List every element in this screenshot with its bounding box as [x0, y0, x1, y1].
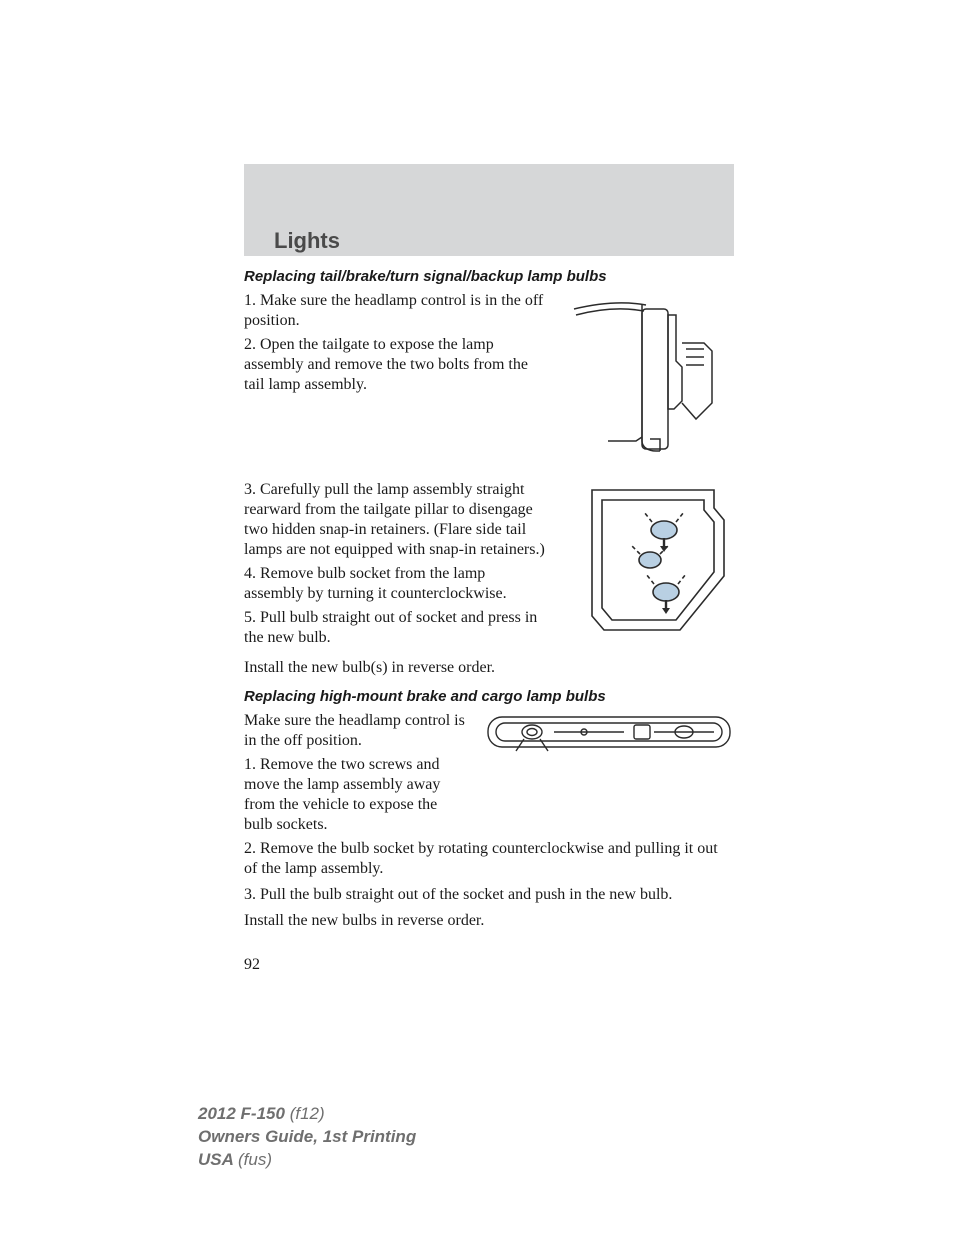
step-2: 2. Open the tailgate to expose the lamp … [244, 335, 546, 395]
footer-line-2: Owners Guide, 1st Printing [198, 1126, 416, 1149]
hm-step-2: 2. Remove the bulb socket by rotating co… [244, 839, 734, 879]
footer-code-2: (fus) [238, 1150, 272, 1169]
section-title: Lights [274, 228, 340, 254]
step-1: 1. Make sure the headlamp control is in … [244, 291, 546, 331]
subheading-replacing-high-mount: Replacing high-mount brake and cargo lam… [244, 688, 734, 705]
figure-tailgate-pillar [564, 291, 734, 466]
footer-code-1: (f12) [290, 1104, 325, 1123]
step-4: 4. Remove bulb socket from the lamp asse… [244, 564, 546, 604]
hm-intro: Make sure the headlamp control is in the… [244, 711, 466, 751]
manual-page: Lights Replacing tail/brake/turn signal/… [0, 0, 954, 1235]
footer-model: 2012 F-150 [198, 1104, 290, 1123]
footer-line-1: 2012 F-150 (f12) [198, 1103, 416, 1126]
block-steps-3-5: 3. Carefully pull the lamp assembly stra… [244, 480, 734, 652]
figure-high-mount-lamp [484, 711, 734, 839]
install-reverse-note-2: Install the new bulbs in reverse order. [244, 911, 734, 931]
subheading-replacing-tail-lamps: Replacing tail/brake/turn signal/backup … [244, 268, 734, 285]
tail-lamp-sockets-illustration [564, 480, 734, 640]
step-3: 3. Carefully pull the lamp assembly stra… [244, 480, 546, 560]
hm-step-3: 3. Pull the bulb straight out of the soc… [244, 885, 734, 905]
hm-step-1: 1. Remove the two screws and move the la… [244, 755, 466, 835]
footer-region: USA [198, 1150, 238, 1169]
page-content: Replacing tail/brake/turn signal/backup … [244, 268, 734, 935]
install-reverse-note-1: Install the new bulb(s) in reverse order… [244, 658, 734, 678]
footer-line-3: USA (fus) [198, 1149, 416, 1172]
page-number: 92 [244, 956, 260, 974]
figure-tail-lamp-sockets [564, 480, 734, 652]
footer-block: 2012 F-150 (f12) Owners Guide, 1st Print… [198, 1103, 416, 1172]
high-mount-brake-lamp-illustration [484, 711, 734, 759]
block-highmount-intro: Make sure the headlamp control is in the… [244, 711, 734, 839]
block-steps-1-2: 1. Make sure the headlamp control is in … [244, 291, 734, 466]
step-5: 5. Pull bulb straight out of socket and … [244, 608, 546, 648]
tailgate-pillar-bolts-illustration [564, 291, 734, 461]
